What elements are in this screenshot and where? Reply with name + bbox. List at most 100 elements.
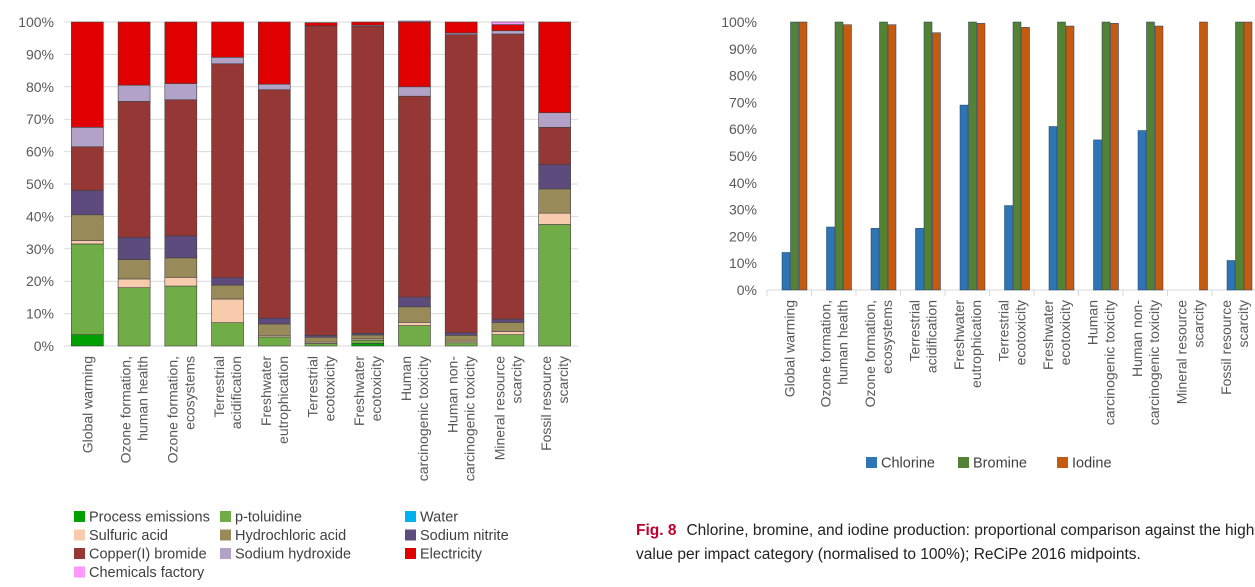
bar-segment-electricity	[398, 21, 431, 88]
bar-bromine	[879, 21, 888, 291]
bar-segment-copper-i-bromide	[304, 25, 338, 336]
bar-segment-electricity	[257, 21, 291, 85]
bar-segment-sodium-hydroxide	[257, 83, 291, 91]
bar-segment-hydrochloric-acid	[351, 334, 385, 340]
category-label: Global warming	[79, 356, 95, 453]
category-label: Freshwater	[351, 356, 367, 426]
bar-segment-hydrochloric-acid	[117, 259, 151, 280]
bar-chlorine	[781, 252, 791, 291]
y-tick-label: 40%	[729, 175, 757, 191]
bar-segment-chemicals-factory	[398, 20, 431, 23]
bar-segment-electricity	[491, 24, 525, 32]
bar-iodine	[1110, 23, 1119, 291]
category-label: Ozone formation,	[118, 356, 134, 463]
bar-segment-sodium-nitrite	[164, 235, 198, 259]
y-tick-label: 30%	[729, 202, 757, 218]
bar-iodine	[1243, 21, 1253, 291]
bar-chlorine	[1093, 139, 1102, 291]
legend-swatch-hydrochloric-acid	[220, 529, 231, 541]
bar-bromine	[968, 21, 977, 291]
y-tick-label: 30%	[26, 241, 54, 257]
y-tick-label: 60%	[729, 121, 757, 137]
bar-iodine	[976, 23, 986, 291]
legend-swatch-electricity	[405, 548, 416, 559]
bar-segment-sodium-hydroxide	[71, 127, 104, 148]
bar-segment-process-emissions	[351, 343, 385, 347]
bar-segment-copper-i-bromide	[351, 25, 385, 334]
bar-segment-p-toluidine	[164, 285, 198, 347]
legend-swatch-sodium-hydroxide	[220, 548, 231, 559]
bar-segment-p-toluidine	[351, 339, 385, 344]
bar-segment-hydrochloric-acid	[304, 336, 338, 343]
y-tick-label: 10%	[26, 306, 54, 322]
category-label: Terrestrial	[906, 300, 922, 361]
figure-caption: Fig. 8 Chlorine, bromine, and iodine prod…	[636, 519, 1255, 567]
bar-segment-p-toluidine	[211, 322, 244, 347]
bar-bromine	[1057, 21, 1066, 291]
bar-segment-p-toluidine	[304, 343, 338, 347]
bar-segment-sodium-nitrite	[71, 190, 104, 216]
category-label: acidification	[923, 300, 939, 373]
category-label: Human non-	[1129, 300, 1145, 377]
bar-segment-sulfuric-acid	[491, 331, 525, 335]
bar-segment-electricity	[117, 21, 151, 86]
bar-segment-sodium-nitrite	[117, 237, 151, 260]
bar-chlorine	[1048, 126, 1058, 291]
y-tick-label: 40%	[26, 208, 54, 224]
bar-segment-sodium-nitrite	[491, 318, 525, 323]
legend-label-process-emissions: Process emissions	[89, 510, 210, 526]
category-label: Ozone formation,	[862, 300, 878, 407]
y-tick-label: 80%	[729, 68, 757, 84]
y-tick-label: 0%	[737, 282, 757, 298]
category-label: Global warming	[781, 300, 797, 397]
bar-bromine	[1146, 21, 1155, 291]
bar-bromine	[834, 21, 844, 291]
legend-label-electricity: Electricity	[420, 547, 483, 563]
bar-bromine	[1012, 21, 1022, 291]
legend-swatch-process-emissions	[74, 511, 85, 522]
bar-segment-hydrochloric-acid	[211, 284, 244, 300]
bar-segment-copper-i-bromide	[117, 101, 151, 238]
bar-chlorine	[1004, 205, 1013, 291]
bar-segment-sodium-hydroxide	[211, 57, 244, 65]
y-tick-label: 80%	[26, 79, 54, 95]
bar-segment-p-toluidine	[117, 287, 151, 347]
bar-segment-sulfuric-acid	[211, 298, 244, 323]
y-tick-label: 90%	[26, 46, 54, 62]
bar-segment-sulfuric-acid	[164, 277, 198, 287]
bar-iodine	[887, 24, 897, 291]
bar-segment-hydrochloric-acid	[257, 323, 291, 336]
bar-segment-sodium-hydroxide	[398, 86, 431, 97]
bar-bromine	[1101, 21, 1111, 291]
bar-segment-p-toluidine	[444, 342, 478, 347]
legend-swatch-sulfuric-acid	[74, 529, 85, 541]
bar-segment-p-toluidine	[257, 336, 291, 347]
bar-bromine	[1235, 21, 1244, 291]
bar-segment-sulfuric-acid	[117, 278, 151, 288]
y-tick-label: 70%	[26, 111, 54, 127]
category-label: human health	[834, 300, 850, 385]
bar-segment-sodium-hydroxide	[491, 30, 525, 35]
legend-swatch-water	[405, 511, 416, 522]
category-label: Fossil resource	[1218, 300, 1234, 395]
bar-segment-hydrochloric-acid	[444, 335, 478, 342]
bar-segment-electricity	[304, 22, 338, 27]
bar-segment-p-toluidine	[398, 325, 431, 347]
bar-segment-sodium-nitrite	[538, 164, 571, 190]
bar-segment-electricity	[351, 21, 385, 26]
bar-segment-copper-i-bromide	[538, 127, 571, 165]
legend-label-sodium-nitrite: Sodium nitrite	[420, 528, 509, 544]
category-label: Mineral resource	[1173, 300, 1189, 404]
y-tick-label: 60%	[26, 144, 54, 160]
bar-segment-hydrochloric-acid	[538, 188, 571, 214]
legend-label-copper-i-bromide: Copper(I) bromide	[89, 547, 207, 563]
bar-segment-sulfuric-acid	[71, 240, 104, 245]
category-label: carcinogenic toxicity	[1146, 300, 1162, 425]
category-label: ecosystems	[879, 300, 895, 374]
bar-segment-electricity	[164, 21, 198, 84]
category-label: Human	[1084, 300, 1100, 345]
bar-segment-sodium-nitrite	[444, 332, 478, 336]
stacked-bar-chart: 0% 10% 20% 30% 40% 50% 60% 70% 80% 90% 100% Global …	[18, 14, 578, 481]
legend-label-water: Water	[420, 510, 458, 526]
bar-segment-process-emissions	[71, 334, 104, 347]
